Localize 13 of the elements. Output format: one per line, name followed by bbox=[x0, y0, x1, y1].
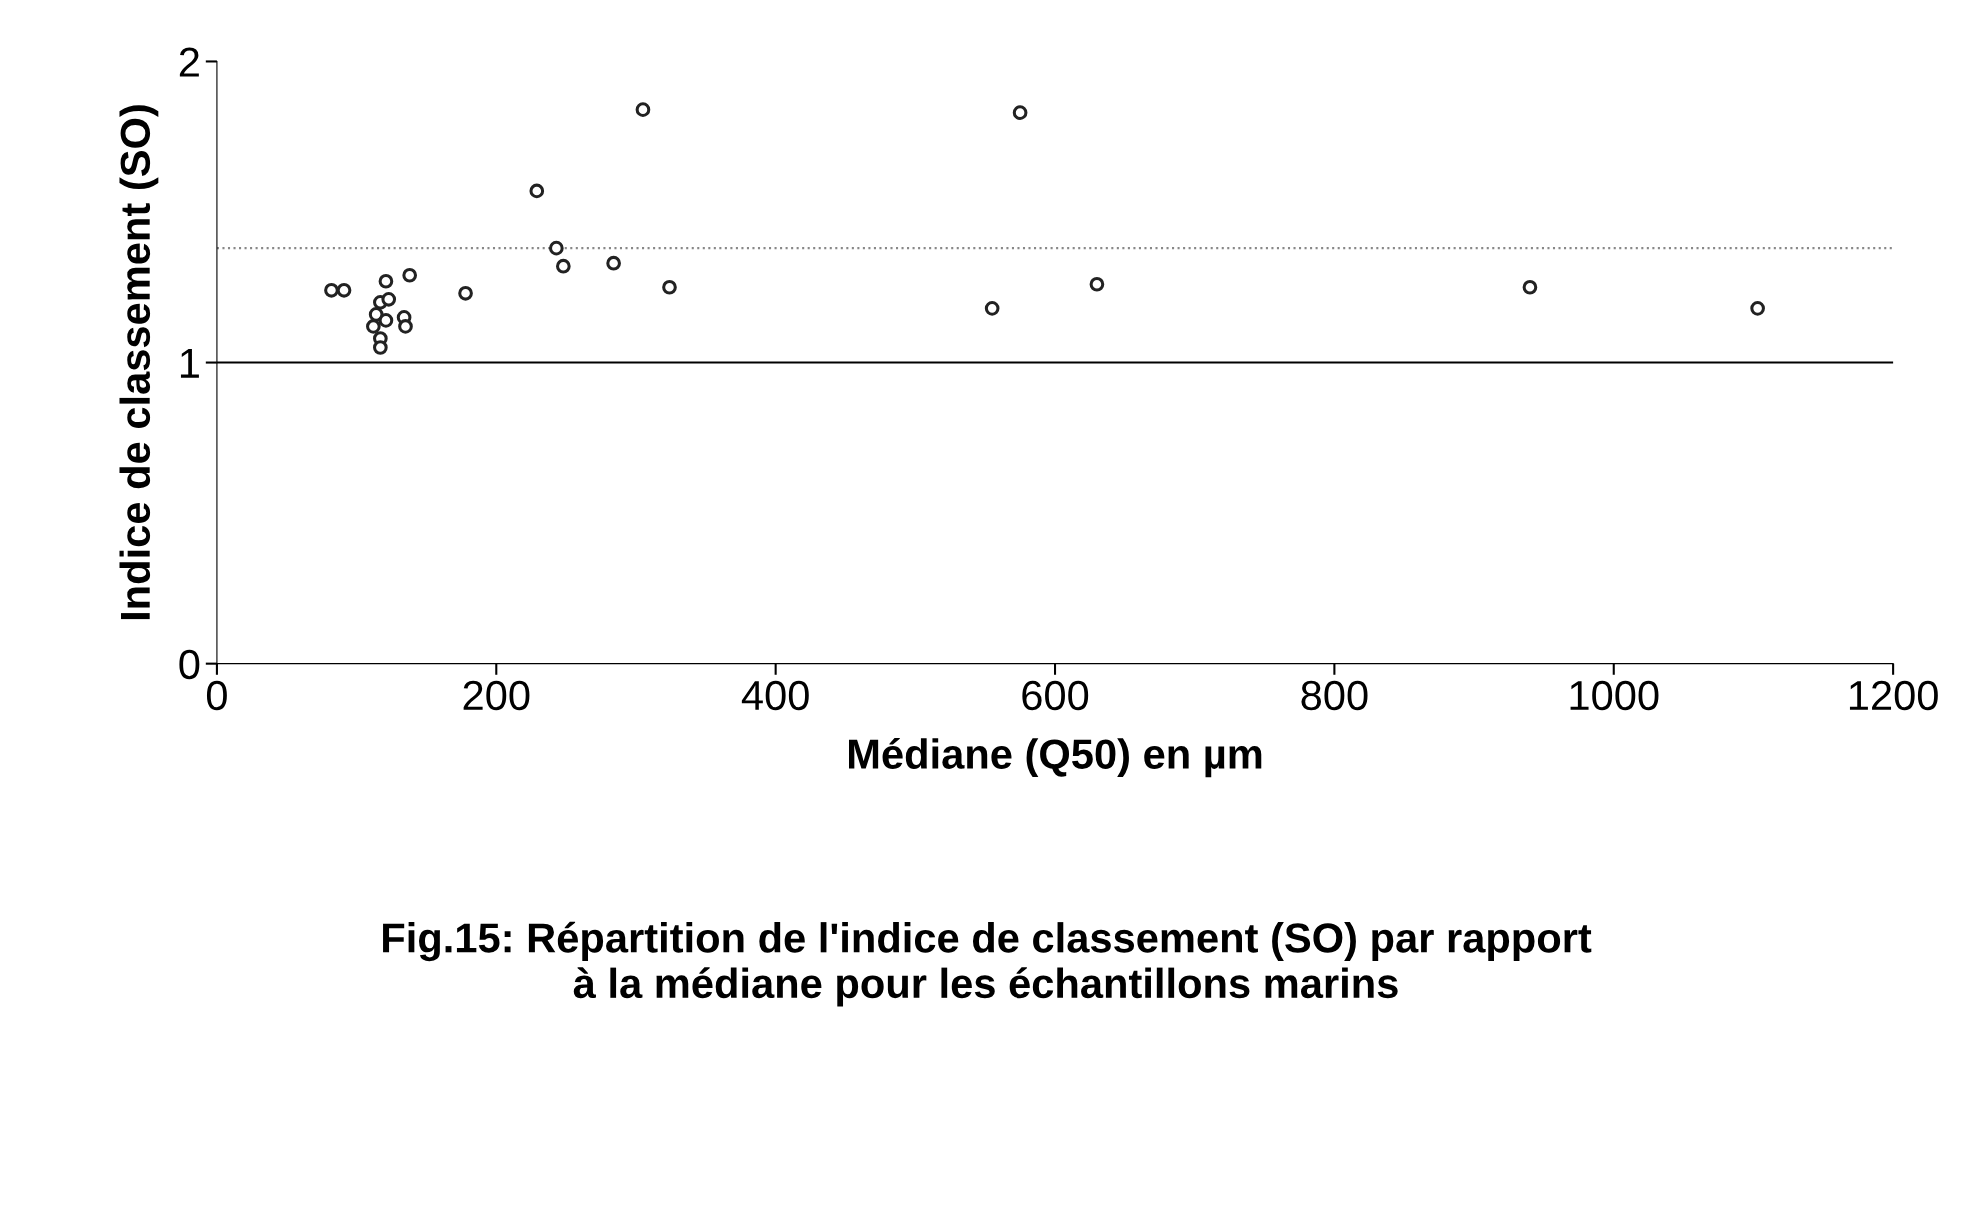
y-tick-label: 1 bbox=[180, 348, 199, 378]
y-axis-title: Indice de classement (SO) bbox=[119, 105, 159, 620]
x-tick-label: 200 bbox=[463, 680, 530, 711]
x-tick-label: 600 bbox=[1022, 680, 1089, 711]
x-tick-label: 0 bbox=[206, 680, 227, 711]
y-tick-label: 0 bbox=[179, 649, 200, 680]
x-axis-title: Médiane (Q50) en µm bbox=[849, 737, 1262, 778]
x-tick-label: 800 bbox=[1301, 680, 1368, 711]
x-tick-label: 400 bbox=[741, 680, 809, 711]
x-tick-label: 1000 bbox=[1570, 680, 1659, 711]
caption: Fig.15: Répartition de l'indice de classement (SO) par rapport à la médiane pour les échantillons marins bbox=[383, 921, 1592, 1007]
x-tick-label: 1200 bbox=[1849, 680, 1938, 711]
y-tick-label: 2 bbox=[179, 47, 199, 77]
